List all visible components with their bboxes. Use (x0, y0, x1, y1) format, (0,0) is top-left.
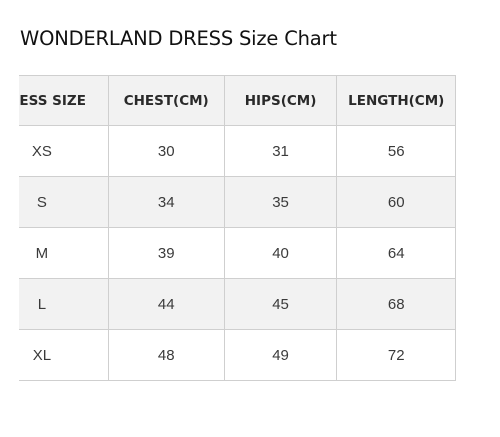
column-header-hips: HIPS(CM) (223, 75, 338, 126)
column-header-dress-size: DRESS SIZE (19, 75, 109, 126)
size-chart-table: DRESS SIZE CHEST(CM) HIPS(CM) LENGTH(CM)… (19, 75, 456, 381)
size-cell: XL (19, 329, 109, 381)
length-cell: 64 (336, 227, 456, 279)
size-cell: M (19, 227, 109, 279)
size-cell: S (19, 176, 109, 228)
length-cell: 68 (336, 278, 456, 330)
length-cell: 72 (336, 329, 456, 381)
hips-cell: 31 (223, 125, 338, 177)
table-row: M 39 40 64 (19, 227, 456, 279)
table-header-row: DRESS SIZE CHEST(CM) HIPS(CM) LENGTH(CM) (19, 75, 456, 126)
chest-cell: 48 (107, 329, 225, 381)
hips-cell: 35 (223, 176, 338, 228)
size-chart-container: DRESS SIZE CHEST(CM) HIPS(CM) LENGTH(CM)… (19, 75, 500, 383)
size-cell: L (19, 278, 109, 330)
chest-cell: 34 (107, 176, 225, 228)
size-cell: XS (19, 125, 109, 177)
page-title: WONDERLAND DRESS Size Chart (20, 27, 337, 50)
table-row: XS 30 31 56 (19, 125, 456, 177)
hips-cell: 45 (223, 278, 338, 330)
chest-cell: 44 (107, 278, 225, 330)
hips-cell: 40 (223, 227, 338, 279)
chest-cell: 30 (107, 125, 225, 177)
length-cell: 56 (336, 125, 456, 177)
column-header-length: LENGTH(CM) (336, 75, 456, 126)
hips-cell: 49 (223, 329, 338, 381)
column-header-chest: CHEST(CM) (107, 75, 225, 126)
table-row: XL 48 49 72 (19, 329, 456, 381)
length-cell: 60 (336, 176, 456, 228)
table-row: S 34 35 60 (19, 176, 456, 228)
chest-cell: 39 (107, 227, 225, 279)
table-row: L 44 45 68 (19, 278, 456, 330)
